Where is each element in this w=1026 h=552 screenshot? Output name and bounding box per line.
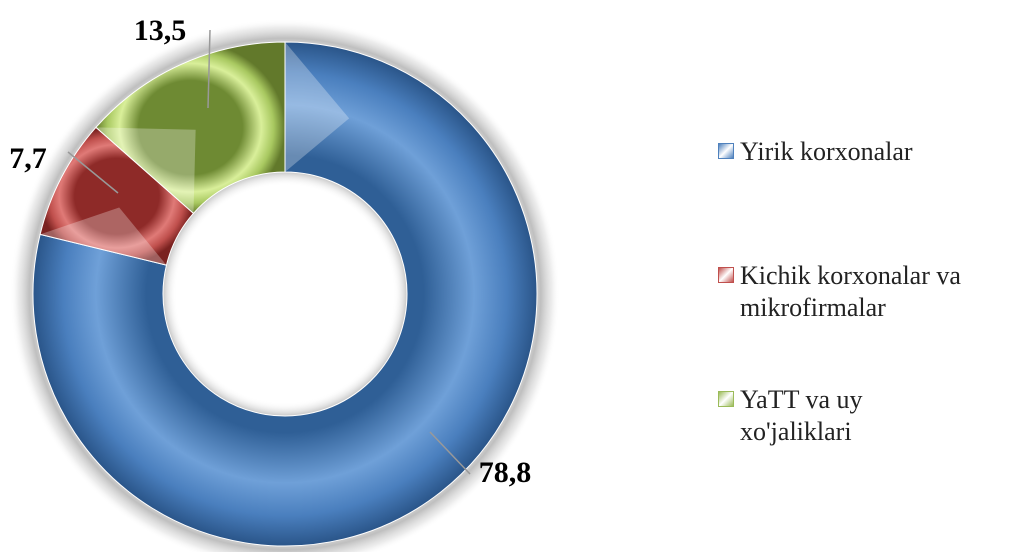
legend-item-yatt: YaTT va uy xo'jaliklari xyxy=(718,384,1010,448)
legend-swatch-green xyxy=(718,391,734,407)
slice-bevel-2 xyxy=(95,127,196,214)
leader-line-2 xyxy=(207,29,211,109)
leader-line-1 xyxy=(67,151,119,194)
legend-swatch-red xyxy=(718,267,734,283)
data-label-kichik-korxonalar: 7,7 xyxy=(9,142,47,175)
leader-lines xyxy=(67,29,471,475)
slice-bevel-1 xyxy=(40,207,167,266)
legend-label-line1: Yirik korxonalar xyxy=(740,137,913,166)
inner-shadow-ring xyxy=(153,162,417,426)
slice-bevel-0 xyxy=(285,42,350,172)
slice-yatt xyxy=(95,41,286,215)
data-labels: 78,8 7,7 13,5 xyxy=(9,14,531,489)
legend-label-line1: YaTT va uy xyxy=(740,385,863,414)
legend-label: YaTT va uy xo'jaliklari xyxy=(740,384,1010,448)
legend-label-line1: Kichik korxonalar va xyxy=(740,261,961,290)
legend-label: Kichik korxonalar va mikrofirmalar xyxy=(740,260,1010,324)
data-label-yirik-korxonalar: 78,8 xyxy=(479,456,532,489)
legend-swatch-blue xyxy=(718,143,734,159)
legend-label-line2: mikrofirmalar xyxy=(740,293,886,322)
legend-item-yirik-korxonalar: Yirik korxonalar xyxy=(718,136,1010,168)
leader-line-0 xyxy=(429,431,471,475)
legend-label: Yirik korxonalar xyxy=(740,136,1010,168)
slice-yirik-korxonalar xyxy=(32,41,538,547)
legend-label-line2: xo'jaliklari xyxy=(740,417,852,446)
legend-item-kichik-korxonalar: Kichik korxonalar va mikrofirmalar xyxy=(718,260,1010,324)
data-label-yatt: 13,5 xyxy=(134,14,187,47)
slices-layer xyxy=(32,41,538,547)
